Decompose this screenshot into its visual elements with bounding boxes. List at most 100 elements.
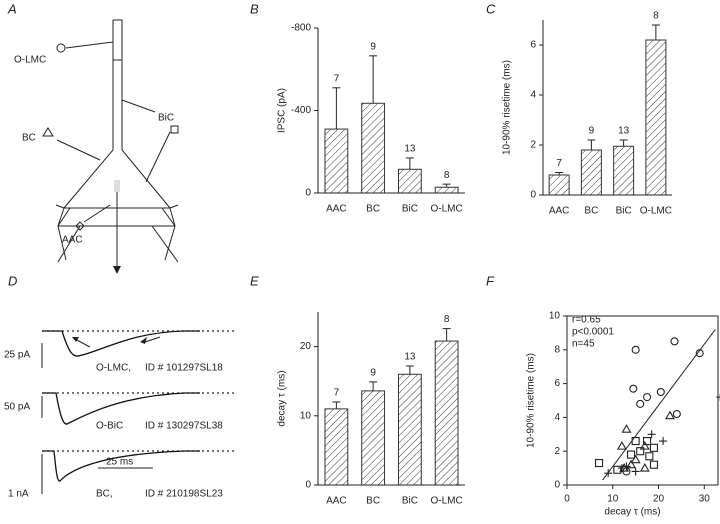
trace-label: BC, xyxy=(96,489,113,500)
point xyxy=(639,462,650,472)
fit-line xyxy=(602,329,716,481)
point xyxy=(716,393,720,402)
y-tick-label: 4 xyxy=(554,412,560,423)
x-tick-label: AAC xyxy=(549,206,570,217)
y-tick-label: 0 xyxy=(554,480,560,491)
n-label: 7 xyxy=(334,388,340,399)
x-tick-label: 0 xyxy=(564,494,570,505)
point xyxy=(656,387,665,397)
cell-label: AAC xyxy=(62,235,83,246)
point xyxy=(645,452,654,461)
scale-label: 1 nA xyxy=(8,489,29,500)
annotation: r=0.65 xyxy=(572,315,601,326)
bar xyxy=(324,408,349,486)
n-label: 13 xyxy=(618,126,630,137)
neuron-diagram: O-LMC BiC BC AAC xyxy=(14,19,179,274)
x-tick-label: O-LMC xyxy=(431,204,463,215)
point xyxy=(695,349,704,358)
point xyxy=(617,464,626,473)
trace-id: ID # 101297SL18 xyxy=(145,363,223,374)
point xyxy=(631,345,640,354)
x-tick-label: BiC xyxy=(402,496,418,507)
y-tick-label: -400 xyxy=(291,105,311,116)
cell-label: BiC xyxy=(158,113,174,124)
x-tick-label: 20 xyxy=(653,494,665,505)
point xyxy=(636,447,645,456)
x-tick-label: O-LMC xyxy=(640,206,672,217)
scale-label: 25 ms xyxy=(106,457,133,468)
panel-letter: B xyxy=(250,1,259,16)
n-label: 8 xyxy=(653,11,659,22)
y-tick-label: 10 xyxy=(300,410,312,421)
y-tick-label: 4 xyxy=(530,90,536,101)
bar xyxy=(580,149,602,196)
y-tick-label: 2 xyxy=(530,140,536,151)
y-tick-label: -800 xyxy=(291,23,311,34)
x-tick-label: BC xyxy=(366,204,380,215)
x-tick-label: BC xyxy=(366,496,380,507)
scale-label: 50 pA xyxy=(4,402,30,413)
point xyxy=(649,460,658,469)
y-tick-label: 6 xyxy=(554,378,560,389)
point xyxy=(613,465,622,474)
point xyxy=(604,469,613,478)
bar xyxy=(434,186,459,194)
n-label: 9 xyxy=(370,41,376,52)
x-tick-label: BiC xyxy=(402,204,418,215)
n-label: 9 xyxy=(370,368,376,379)
point xyxy=(627,450,636,459)
bar xyxy=(548,174,570,196)
x-tick-label: O-LMC xyxy=(431,496,463,507)
y-tick-label: 20 xyxy=(300,341,312,352)
x-tick-label: BiC xyxy=(616,206,632,217)
n-label: 9 xyxy=(589,126,595,137)
y-tick-label: 2 xyxy=(554,446,560,457)
y-tick-label: 6 xyxy=(530,40,536,51)
y-tick-label: 0 xyxy=(305,480,311,491)
scale-label: 25 pA xyxy=(4,350,30,361)
point xyxy=(629,384,638,393)
plot-frame xyxy=(566,315,719,486)
panel-letter: F xyxy=(486,273,495,288)
y-tick-label: 0 xyxy=(305,188,311,199)
point xyxy=(647,430,656,439)
panel-letter: D xyxy=(8,273,17,288)
trace-label: O-LMC, xyxy=(96,363,131,374)
point xyxy=(672,409,681,419)
y-axis-label: 10-90% risetime (ms) xyxy=(502,60,513,155)
n-label: 13 xyxy=(404,352,416,363)
bar xyxy=(434,340,459,486)
bar xyxy=(324,128,349,194)
x-tick-label: 30 xyxy=(699,494,711,505)
n-label: 7 xyxy=(556,158,562,169)
bar xyxy=(397,373,422,486)
trace-id: ID # 130297SL38 xyxy=(145,421,223,432)
n-label: 13 xyxy=(404,144,416,155)
x-tick-label: 10 xyxy=(607,494,619,505)
bar xyxy=(397,168,422,194)
x-tick-label: BC xyxy=(584,206,598,217)
y-axis-label: decay τ (ms) xyxy=(277,370,288,426)
point xyxy=(643,393,652,402)
y-axis-label: 10-90% risetime (ms) xyxy=(526,353,537,448)
cell-label: BC xyxy=(22,133,36,144)
y-tick-label: 8 xyxy=(554,344,560,355)
point xyxy=(616,441,627,450)
n-label: 7 xyxy=(334,73,340,84)
x-tick-label: AAC xyxy=(326,496,347,507)
y-axis-label: IPSC (pA) xyxy=(277,88,288,133)
annotation: p<0.0001 xyxy=(572,327,614,338)
panel-letter: C xyxy=(486,1,496,16)
point xyxy=(631,437,640,446)
cell-label: O-LMC xyxy=(14,55,46,66)
n-label: 8 xyxy=(444,314,450,325)
point xyxy=(649,443,658,452)
n-label: 8 xyxy=(444,170,450,181)
x-axis-label: decay τ (ms) xyxy=(604,507,660,518)
point xyxy=(626,459,637,469)
trace-label: O-BiC xyxy=(96,421,123,432)
point xyxy=(670,337,679,346)
point xyxy=(643,437,652,446)
point xyxy=(665,410,675,420)
